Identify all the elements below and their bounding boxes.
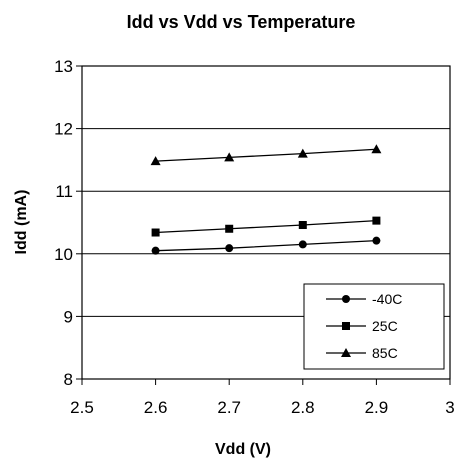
data-point-25c bbox=[298, 221, 307, 230]
legend-label-25c: 25C bbox=[372, 318, 398, 334]
x-tick-label: 2.7 bbox=[217, 398, 241, 417]
y-tick-label: 11 bbox=[55, 182, 73, 201]
data-point-40c bbox=[298, 240, 307, 249]
series-group bbox=[150, 144, 382, 255]
series-line-25c bbox=[155, 219, 377, 234]
series-line-40c bbox=[155, 240, 377, 252]
legend-label-85c: 85C bbox=[372, 345, 398, 361]
chart-title: Idd vs Vdd vs Temperature bbox=[127, 12, 356, 32]
y-tick-label: 9 bbox=[64, 307, 73, 326]
data-point-40c bbox=[372, 236, 381, 245]
plot-area-frame bbox=[81, 65, 451, 380]
y-tick-label: 10 bbox=[54, 245, 73, 264]
x-tick-label: 2.8 bbox=[291, 398, 315, 417]
data-point-25c bbox=[225, 224, 234, 233]
legend-marker-85c bbox=[341, 348, 351, 357]
y-axis-tick-labels: 8 9 10 11 12 13 bbox=[54, 57, 73, 389]
data-point-40c bbox=[225, 244, 234, 253]
legend: -40C 25C 85C bbox=[303, 283, 445, 370]
data-point-85c bbox=[150, 156, 161, 166]
y-tick-label: 8 bbox=[64, 370, 73, 389]
legend-label-40c: -40C bbox=[372, 291, 402, 307]
series-line-85c bbox=[155, 148, 377, 162]
data-point-85c bbox=[371, 144, 382, 154]
x-tick-label: 2.9 bbox=[365, 398, 389, 417]
x-tick-label: 3 bbox=[445, 398, 454, 417]
legend-marker-40c bbox=[342, 295, 350, 303]
data-point-25c bbox=[151, 228, 160, 237]
x-tick-label: 2.5 bbox=[70, 398, 94, 417]
data-point-85c bbox=[297, 148, 308, 158]
x-axis-tick-labels: 2.5 2.6 2.7 2.8 2.9 3 bbox=[70, 398, 455, 417]
x-axis-label: Vdd (V) bbox=[215, 441, 271, 458]
data-point-85c bbox=[224, 152, 235, 162]
data-point-40c bbox=[151, 246, 160, 255]
x-tick-label: 2.6 bbox=[144, 398, 168, 417]
y-tick-label: 13 bbox=[54, 57, 73, 76]
data-point-25c bbox=[372, 216, 381, 225]
y-axis-label: Idd (mA) bbox=[13, 190, 30, 255]
legend-marker-25c bbox=[342, 322, 350, 330]
y-tick-label: 12 bbox=[54, 120, 73, 139]
